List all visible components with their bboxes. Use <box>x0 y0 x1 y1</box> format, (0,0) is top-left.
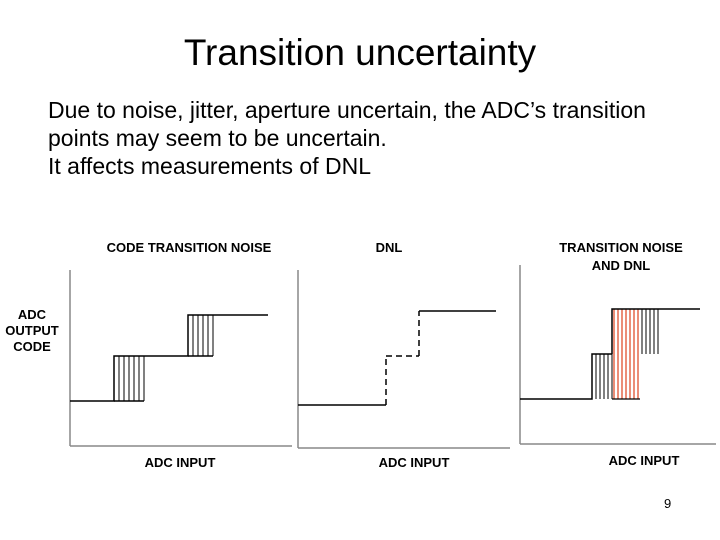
panel-3-title-line-2: AND DNL <box>592 258 651 273</box>
panel-3-noise-lines-low <box>595 354 613 399</box>
panel-3-dnl-overlap-lines <box>613 309 639 399</box>
panel-3-title-line-1: TRANSITION NOISE <box>559 240 683 255</box>
adc-transition-diagram: ADC OUTPUT CODE CODE TRANSITION NOISE AD… <box>5 240 716 470</box>
panel-3-staircase <box>520 308 700 400</box>
panel-2-title: DNL <box>376 240 403 255</box>
panel-1-noise-lines-high <box>192 315 214 356</box>
bullet-line-3: It affects measurements of DNL <box>48 153 371 179</box>
panel-1-noise-lines-low <box>118 356 145 401</box>
y-axis-label-line-1: ADC <box>18 307 47 322</box>
slide-title: Transition uncertainty <box>183 32 537 73</box>
panel-1-title: CODE TRANSITION NOISE <box>107 240 272 255</box>
bullet-text: Due to noise, jitter, aperture uncertain… <box>48 96 708 180</box>
panel-code-transition-noise: CODE TRANSITION NOISE ADC INPUT <box>69 240 292 470</box>
panel-2-x-label: ADC INPUT <box>379 455 450 470</box>
panel-1-staircase <box>70 314 268 402</box>
panel-dnl: DNL ADC INPUT <box>297 240 510 470</box>
y-axis-label-line-3: CODE <box>13 339 51 354</box>
panel-3-noise-lines-high <box>641 309 659 354</box>
bullet-line-2: points may seem to be uncertain. <box>48 125 387 151</box>
y-axis-label: ADC OUTPUT CODE <box>5 307 59 354</box>
bullet-line-1: Due to noise, jitter, aperture uncertain… <box>48 97 646 123</box>
panel-1-x-label: ADC INPUT <box>145 455 216 470</box>
panel-transition-noise-and-dnl: TRANSITION NOISE AND DNL ADC INPUT <box>519 240 716 468</box>
y-axis-label-line-2: OUTPUT <box>5 323 59 338</box>
panel-3-x-label: ADC INPUT <box>609 453 680 468</box>
page-number: 9 <box>664 496 672 511</box>
